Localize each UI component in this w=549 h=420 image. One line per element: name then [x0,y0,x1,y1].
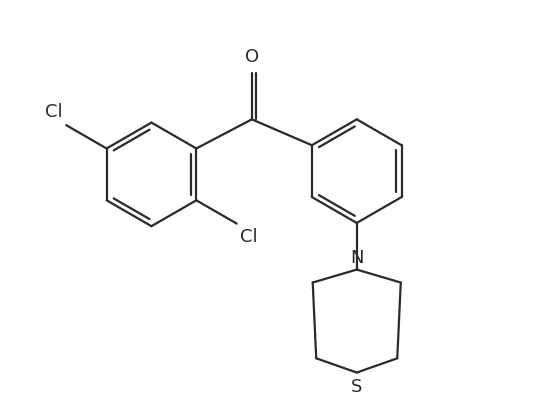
Text: Cl: Cl [46,102,63,121]
Text: O: O [245,48,259,66]
Text: Cl: Cl [240,228,257,246]
Text: S: S [351,378,362,396]
Text: N: N [350,249,363,267]
